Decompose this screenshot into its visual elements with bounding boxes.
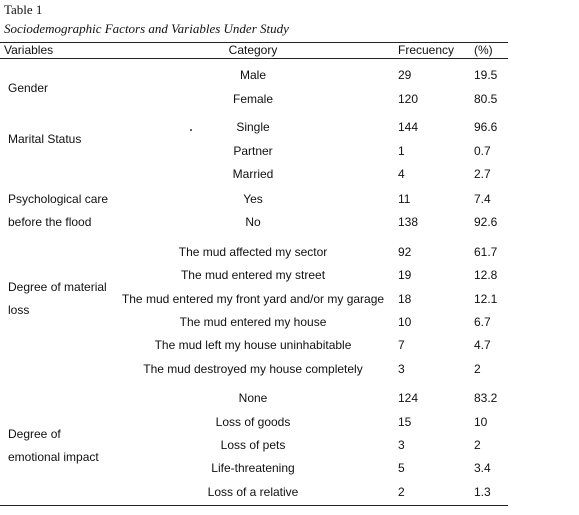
percent-cell: 19.5 xyxy=(474,68,498,82)
variable-name: emotional impact xyxy=(8,450,99,464)
frequency-cell: 3 xyxy=(398,438,405,452)
frequency-cell: 18 xyxy=(398,292,412,306)
percent-cell: 6.7 xyxy=(474,315,491,329)
frequency-cell: 2 xyxy=(398,485,405,499)
variable-name: Psychological care xyxy=(8,192,109,206)
table-number: Table 1 xyxy=(4,2,43,17)
category-cell: Loss of pets xyxy=(220,438,286,452)
frequency-cell: 11 xyxy=(398,192,411,206)
category-cell: The mud entered my street xyxy=(180,268,326,282)
table-title: Sociodemographic Factors and Variables U… xyxy=(4,21,289,36)
frequency-cell: 3 xyxy=(398,362,405,376)
category-cell: Male xyxy=(239,68,267,82)
percent-cell: 12.8 xyxy=(474,268,498,282)
category-cell: Yes xyxy=(243,192,263,206)
frequency-cell: 7 xyxy=(398,338,405,352)
category-cell: The mud affected my sector xyxy=(178,245,328,259)
category-cell: Partner xyxy=(233,144,273,158)
percent-cell: 92.6 xyxy=(474,215,498,229)
category-cell: Female xyxy=(232,92,274,106)
header-frequency: Frecuency xyxy=(398,43,455,57)
percent-cell: 80.5 xyxy=(474,92,498,106)
frequency-cell: 1 xyxy=(398,144,405,158)
percent-cell: 2.7 xyxy=(474,167,491,181)
frequency-cell: 124 xyxy=(398,391,419,405)
category-cell: The mud entered my house xyxy=(179,315,327,329)
frequency-cell: 144 xyxy=(398,120,419,134)
frequency-cell: 19 xyxy=(398,268,412,282)
frequency-cell: 10 xyxy=(398,315,412,329)
frequency-cell: 92 xyxy=(398,245,412,259)
category-cell: The mud left my house uninhabitable xyxy=(154,338,352,352)
percent-cell: 0.7 xyxy=(474,144,491,158)
category-cell: The mud entered my front yard and/or my … xyxy=(121,292,385,306)
percent-cell: 4.7 xyxy=(474,338,491,352)
frequency-cell: 4 xyxy=(398,167,405,181)
percent-cell: 2 xyxy=(474,438,481,452)
variable-name: loss xyxy=(8,303,30,317)
percent-cell: 61.7 xyxy=(474,245,498,259)
frequency-cell: 120 xyxy=(398,92,419,106)
category-cell: Loss of a relative xyxy=(207,485,299,499)
frequency-cell: 29 xyxy=(398,68,412,82)
percent-cell: 12.1 xyxy=(474,292,498,306)
variable-name: Degree of material xyxy=(8,280,107,294)
category-cell: Married xyxy=(232,167,274,181)
header-percent: (%) xyxy=(474,43,493,57)
percent-cell: 10 xyxy=(474,415,488,429)
category-cell: Life-threatening xyxy=(211,461,295,475)
category-cell: No xyxy=(245,215,261,229)
variable-name: Gender xyxy=(8,81,49,95)
percent-cell: 96.6 xyxy=(474,120,498,134)
category-cell: None xyxy=(238,391,268,405)
header-variables: Variables xyxy=(4,43,54,57)
header-category: Category xyxy=(228,43,278,57)
category-cell: The mud destroyed my house completely xyxy=(143,362,363,376)
variable-name: Marital Status xyxy=(8,132,82,146)
header-rule xyxy=(0,58,508,59)
percent-cell: 7.4 xyxy=(474,192,491,206)
percent-cell: 83.2 xyxy=(474,391,498,405)
stray-mark xyxy=(190,129,192,131)
top-rule xyxy=(0,42,508,43)
percent-cell: 2 xyxy=(474,362,481,376)
bottom-rule xyxy=(0,505,508,506)
percent-cell: 3.4 xyxy=(474,461,491,475)
frequency-cell: 15 xyxy=(398,415,412,429)
variable-name: before the flood xyxy=(8,215,92,229)
category-cell: Loss of goods xyxy=(215,415,291,429)
category-cell: Single xyxy=(236,120,270,134)
percent-cell: 1.3 xyxy=(474,485,491,499)
variable-name: Degree of xyxy=(8,427,61,441)
frequency-cell: 5 xyxy=(398,461,405,475)
frequency-cell: 138 xyxy=(398,215,419,229)
